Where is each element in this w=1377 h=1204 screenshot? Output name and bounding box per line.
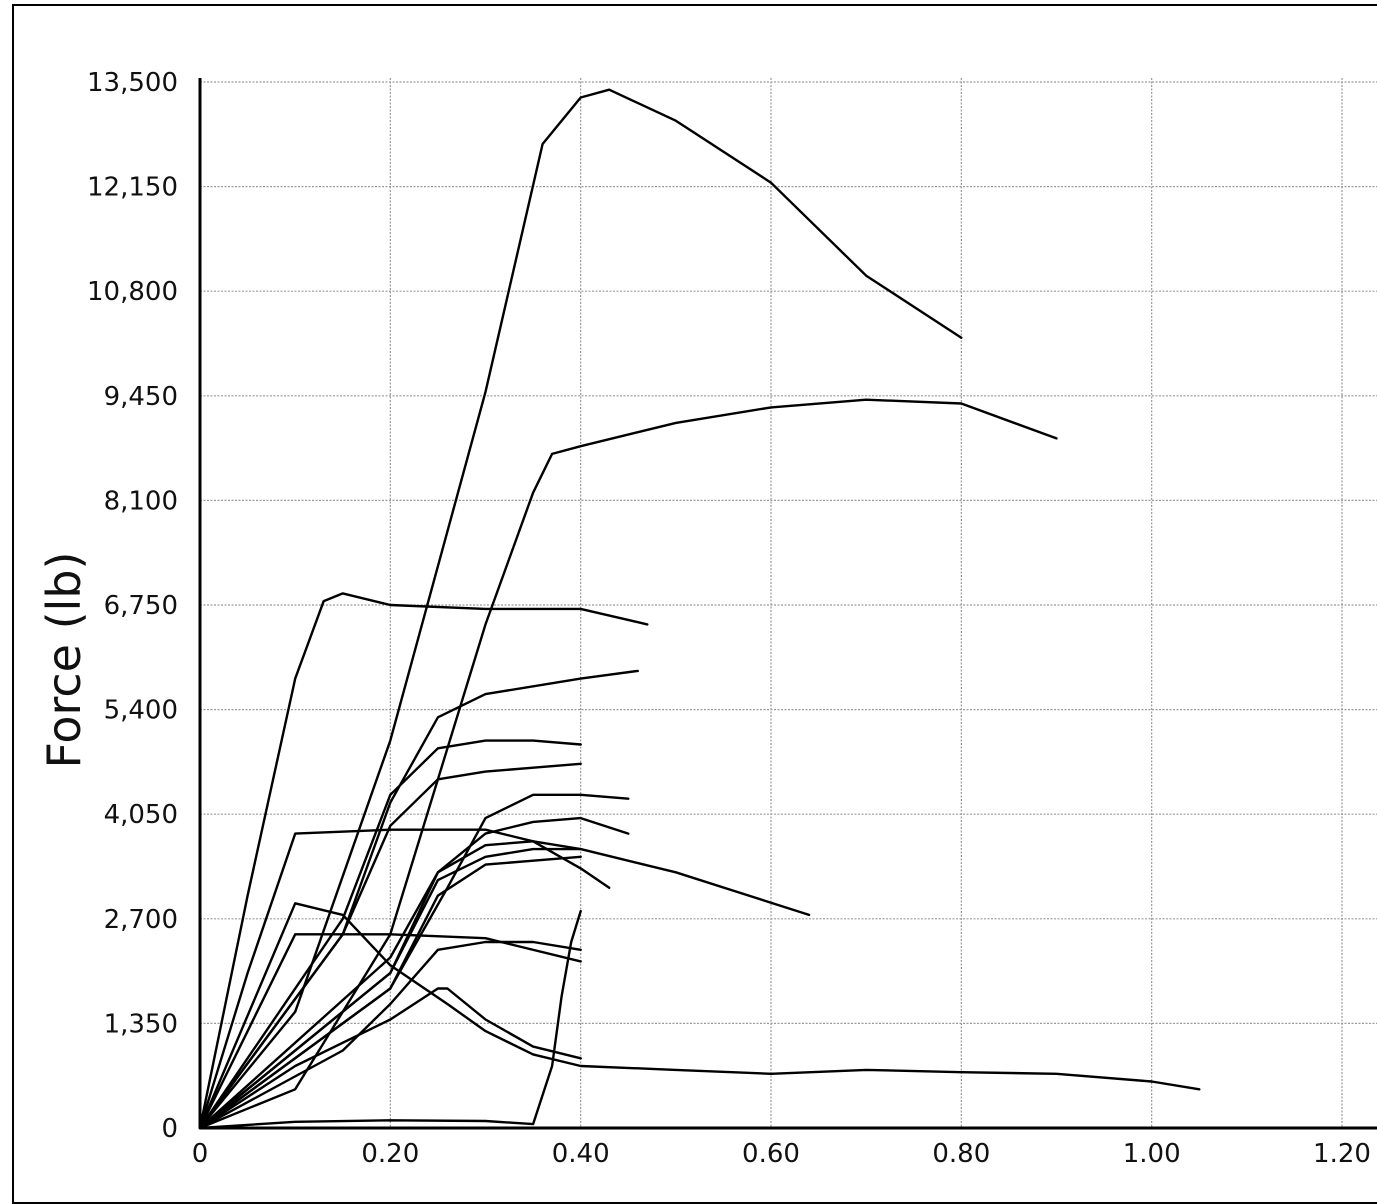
x-tick-label: 0.60	[742, 1139, 800, 1169]
x-tick-label: 1.20	[1313, 1139, 1371, 1169]
y-tick-label: 1,350	[104, 1009, 178, 1039]
series-line-7	[198, 793, 630, 1130]
series-line-14	[198, 902, 1201, 1130]
y-axis-label: Force (lb)	[37, 552, 91, 769]
x-tick-label: 0.40	[552, 1139, 610, 1169]
axes	[198, 78, 1377, 1130]
y-tick-label: 12,150	[87, 173, 178, 203]
y-tick-label: 0	[161, 1114, 178, 1144]
series-line-2	[198, 398, 1058, 1130]
y-tick-label: 13,500	[87, 68, 178, 98]
series-line-5	[198, 739, 582, 1130]
x-tick-label: 1.00	[1123, 1139, 1181, 1169]
y-tick-label: 2,700	[104, 905, 178, 935]
y-tick-label: 8,100	[104, 486, 178, 516]
series-line-17	[198, 909, 582, 1130]
series-line-3	[198, 592, 649, 1130]
series-line-13	[198, 933, 582, 1130]
series-line-12	[198, 855, 582, 1130]
y-tick-label: 4,050	[104, 800, 178, 830]
series-line-9	[198, 828, 611, 1130]
y-tick-label: 9,450	[104, 382, 178, 412]
series-line-4	[198, 669, 639, 1130]
x-tick-label: 0.80	[932, 1139, 990, 1169]
x-tick-label: 0	[192, 1139, 209, 1169]
series-line-16	[198, 987, 582, 1130]
series-layer	[198, 88, 1201, 1130]
y-tick-label: 5,400	[104, 696, 178, 726]
y-tick-label: 6,750	[104, 591, 178, 621]
series-line-15	[198, 940, 582, 1130]
series-line-11	[198, 847, 582, 1130]
tick-labels: 0 0.20 0.40 0.60 0.80 1.00 1.20 0 1,350 2,700 4,05…	[87, 68, 1371, 1169]
y-tick-label: 10,800	[87, 277, 178, 307]
series-line-10	[198, 840, 811, 1130]
x-tick-label: 0.20	[361, 1139, 419, 1169]
